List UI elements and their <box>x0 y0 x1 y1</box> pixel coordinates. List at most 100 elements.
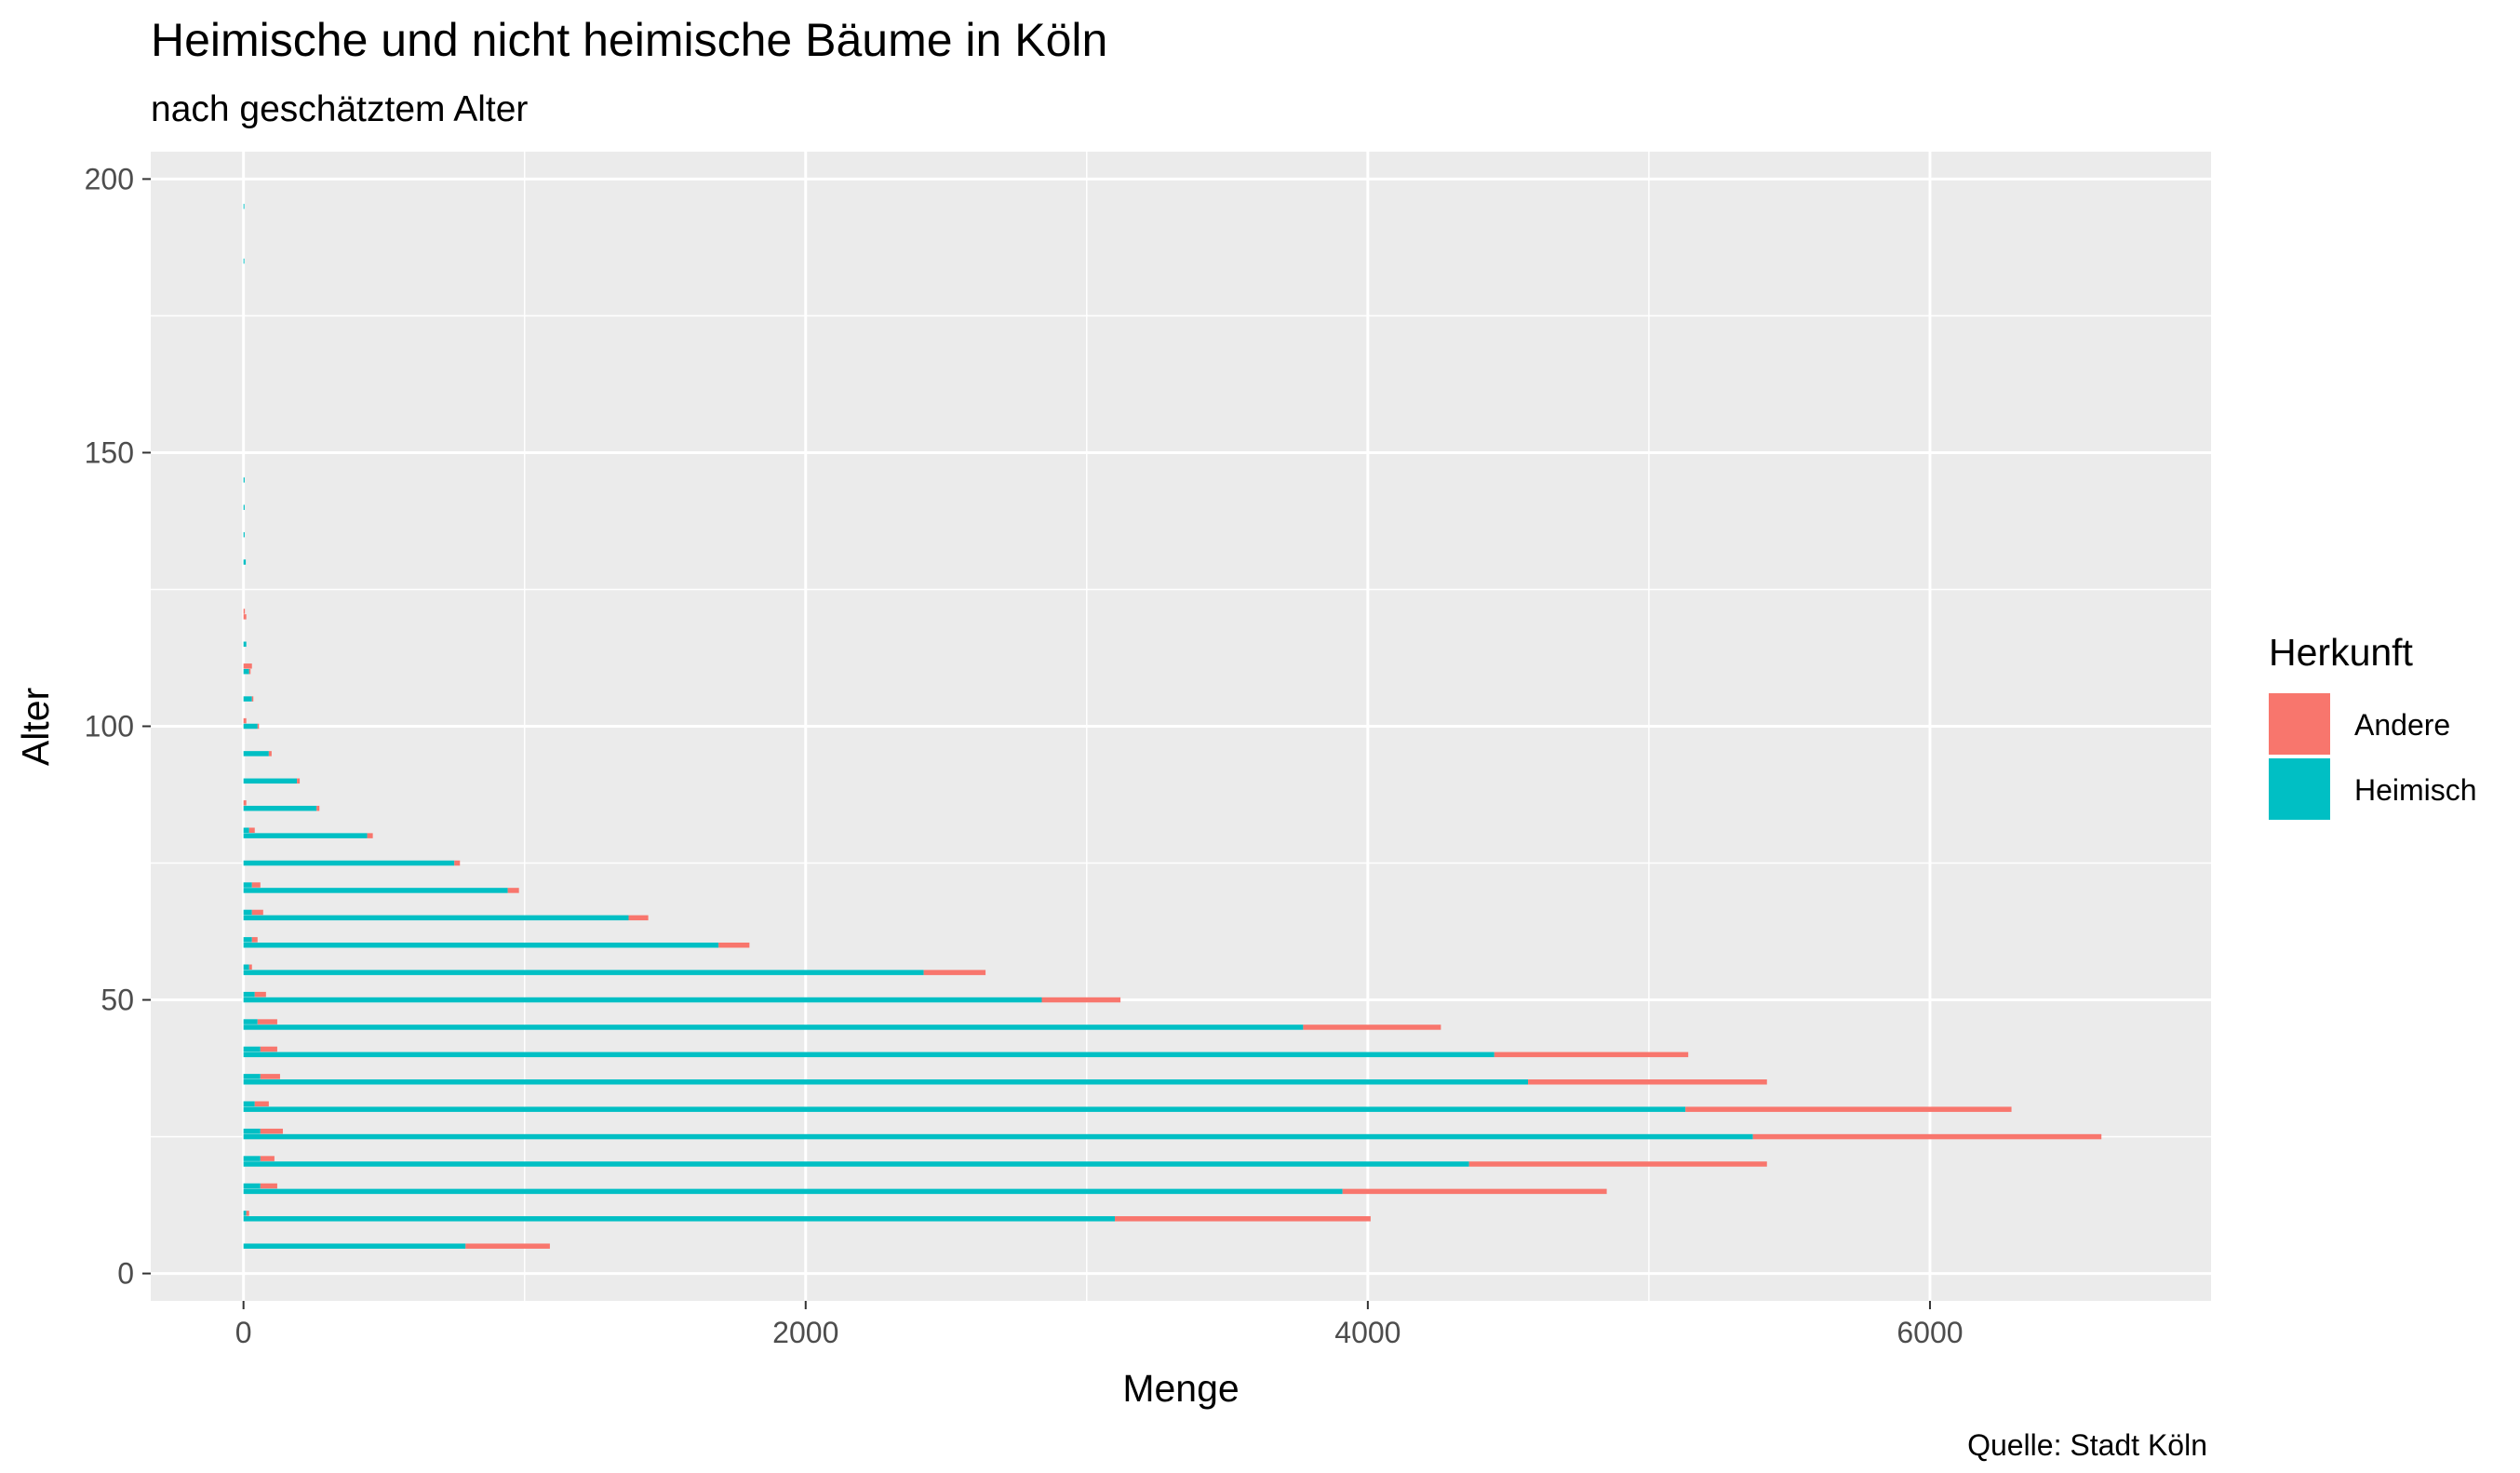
bar-andere <box>243 717 247 724</box>
bar-andere <box>246 1211 249 1216</box>
bar-andere <box>297 778 301 784</box>
bar-heimisch <box>243 805 317 811</box>
bar-andere <box>1468 1161 1767 1167</box>
bar-heimisch <box>243 1051 1495 1058</box>
bar-andere <box>454 860 461 866</box>
bar-andere <box>1528 1079 1767 1085</box>
bar-andere <box>248 964 252 971</box>
bar-andere <box>1494 1051 1689 1058</box>
bar-andere <box>268 751 272 757</box>
bar-andere <box>243 800 247 806</box>
bar-heimisch <box>243 1161 1469 1167</box>
bar-heimisch <box>243 915 629 921</box>
bar-andere <box>1752 1133 2102 1140</box>
bar-heimisch <box>243 1243 466 1249</box>
y-axis-title: Alter <box>14 688 57 766</box>
bar-andere <box>248 668 251 675</box>
bar-heimisch <box>243 258 245 264</box>
bar-andere <box>257 1019 277 1024</box>
bar-andere <box>260 1183 277 1189</box>
bar-andere <box>316 805 320 811</box>
bar-andere <box>248 827 255 833</box>
bar-heimisch <box>243 1211 247 1216</box>
x-axis-title: Menge <box>1122 1367 1239 1410</box>
legend-title: Herkunft <box>2269 631 2414 674</box>
bar-heimisch <box>243 1156 261 1161</box>
caption: Quelle: Stadt Köln <box>1967 1428 2207 1462</box>
bar-heimisch <box>243 991 255 998</box>
bar-andere <box>1342 1188 1607 1195</box>
bar-heimisch <box>243 204 245 209</box>
bar-andere <box>465 1243 550 1249</box>
bar-heimisch <box>243 668 249 675</box>
bar-andere <box>251 882 261 888</box>
bar-heimisch <box>243 1079 1529 1085</box>
bar-heimisch <box>243 860 455 866</box>
chart-subtitle: nach geschätztem Alter <box>151 89 528 129</box>
bar-heimisch <box>243 833 368 838</box>
legend-key-andere <box>2269 693 2330 755</box>
bar-heimisch <box>243 1133 1753 1140</box>
x-tick-label: 4000 <box>1334 1316 1401 1349</box>
bar-heimisch <box>243 1046 261 1052</box>
bar-andere <box>260 1074 280 1079</box>
legend-label-heimisch: Heimisch <box>2354 773 2477 807</box>
bar-andere <box>243 663 252 669</box>
bar-heimisch <box>243 751 269 757</box>
bar-heimisch <box>243 1183 261 1189</box>
bar-heimisch <box>243 1101 255 1107</box>
bar-andere <box>257 723 260 730</box>
bar-heimisch <box>243 1216 1116 1222</box>
bar-andere <box>628 915 649 921</box>
bar-andere <box>254 991 266 998</box>
bar-heimisch <box>243 1074 261 1079</box>
legend-key-heimisch <box>2269 758 2330 820</box>
bar-heimisch <box>243 723 258 730</box>
bar-heimisch <box>243 1106 1686 1112</box>
x-tick-label: 0 <box>235 1316 252 1349</box>
bar-andere <box>251 696 254 702</box>
bar-heimisch <box>243 1188 1343 1195</box>
bar-andere <box>251 937 258 943</box>
bar-heimisch <box>243 696 252 702</box>
x-tick-label: 6000 <box>1897 1316 1963 1349</box>
bar-heimisch <box>243 827 249 833</box>
bar-andere <box>254 1101 269 1107</box>
bar-heimisch <box>243 559 247 565</box>
bar-heimisch <box>243 970 924 975</box>
bar-heimisch <box>243 909 252 916</box>
bar-andere <box>251 909 263 916</box>
bar-andere <box>1115 1216 1371 1222</box>
bar-andere <box>260 1128 283 1134</box>
chart-title: Heimische und nicht heimische Bäume in K… <box>151 14 1107 66</box>
bar-heimisch <box>243 882 252 888</box>
bar-heimisch <box>243 937 252 943</box>
bar-heimisch <box>243 531 245 538</box>
y-tick-label: 150 <box>85 435 134 469</box>
bar-heimisch <box>243 641 247 648</box>
bar-heimisch <box>243 888 508 893</box>
bar-andere <box>718 942 750 948</box>
legend: Herkunft Andere Heimisch <box>2269 631 2477 820</box>
bar-andere <box>367 833 373 838</box>
bar-heimisch <box>243 942 719 948</box>
bar-heimisch <box>243 1024 1304 1030</box>
bar-heimisch <box>243 477 245 483</box>
bar-heimisch <box>243 504 245 511</box>
legend-label-andere: Andere <box>2354 708 2450 742</box>
y-tick-label: 0 <box>117 1257 134 1291</box>
bar-andere <box>1041 997 1121 1003</box>
bar-andere <box>1685 1106 2012 1112</box>
y-tick-label: 100 <box>85 710 134 743</box>
bar-heimisch <box>243 997 1042 1003</box>
y-tick-label: 200 <box>85 162 134 195</box>
bar-andere <box>923 970 986 975</box>
bar-heimisch <box>243 1019 258 1024</box>
bar-heimisch <box>243 1128 261 1134</box>
bar-andere <box>260 1156 275 1161</box>
bar-heimisch <box>243 778 298 784</box>
y-tick-label: 50 <box>101 984 134 1017</box>
bars <box>243 204 2102 1249</box>
bar-andere <box>243 614 247 620</box>
